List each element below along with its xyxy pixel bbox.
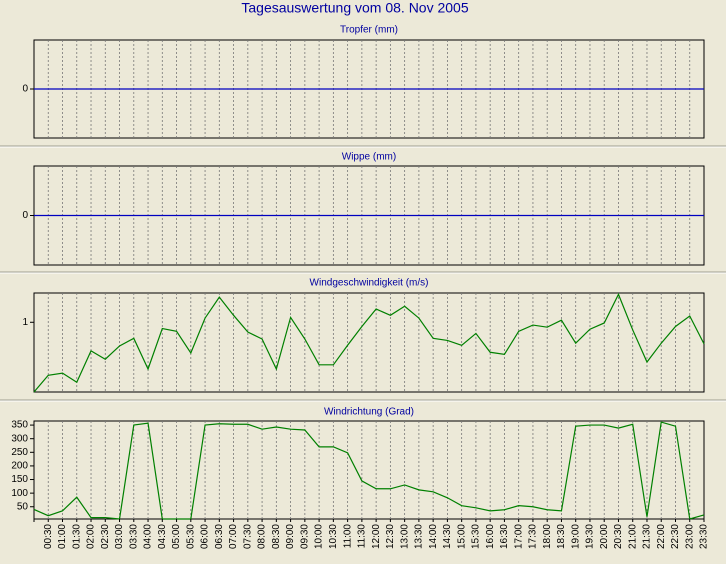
- x-tick-label: 22:00: [656, 524, 667, 549]
- x-tick-label: 03:00: [114, 524, 125, 549]
- x-tick-label: 12:30: [385, 524, 396, 549]
- x-tick-label: 02:00: [86, 524, 97, 549]
- x-tick-label: 00:30: [43, 524, 54, 549]
- panel-title: Wippe (mm): [342, 152, 396, 163]
- x-tick-label: 14:30: [442, 524, 453, 549]
- y-tick-label: 350: [11, 420, 28, 431]
- x-tick-label: 07:00: [228, 524, 239, 549]
- y-tick-label: 250: [11, 447, 28, 458]
- x-tick-label: 20:30: [613, 524, 624, 549]
- x-tick-label: 01:00: [57, 524, 68, 549]
- x-tick-label: 06:30: [214, 524, 225, 549]
- x-tick-label: 19:30: [585, 524, 596, 549]
- panel-title: Windgeschwindigkeit (m/s): [310, 278, 429, 289]
- plot-area: [33, 292, 705, 393]
- y-tick-label: 300: [11, 433, 28, 444]
- x-tick-label: 22:30: [670, 524, 681, 549]
- x-tick-label: 04:00: [143, 524, 154, 549]
- y-tick-label: 0: [22, 84, 28, 95]
- x-tick-label: 09:30: [299, 524, 310, 549]
- y-tick-label: 200: [11, 461, 28, 472]
- x-tick-label: 17:30: [528, 524, 539, 549]
- x-tick-label: 05:00: [171, 524, 182, 549]
- data-line: [33, 292, 705, 393]
- y-tick-label: 50: [17, 501, 29, 512]
- main-title: Tagesauswertung vom 08. Nov 2005: [241, 0, 468, 16]
- x-tick-label: 07:30: [242, 524, 253, 549]
- x-tick-label: 08:00: [257, 524, 268, 549]
- x-tick-label: 13:00: [399, 524, 410, 549]
- panel-title: Tropfer (mm): [340, 25, 398, 36]
- x-tick-label: 15:00: [456, 524, 467, 549]
- x-tick-label: 19:00: [570, 524, 581, 549]
- x-tick-label: 10:00: [314, 524, 325, 549]
- x-tick-label: 21:00: [627, 524, 638, 549]
- x-tick-label: 23:30: [699, 524, 710, 549]
- x-tick-label: 12:00: [371, 524, 382, 549]
- x-tick-label: 03:30: [128, 524, 139, 549]
- x-tick-label: 14:00: [428, 524, 439, 549]
- x-tick-label: 10:30: [328, 524, 339, 549]
- x-tick-label: 02:30: [100, 524, 111, 549]
- x-tick-label: 05:30: [185, 524, 196, 549]
- x-tick-label: 01:30: [71, 524, 82, 549]
- x-tick-label: 09:00: [285, 524, 296, 549]
- data-line: [33, 421, 705, 520]
- y-tick-label: 1: [22, 317, 28, 328]
- x-tick-label: 11:00: [342, 524, 353, 549]
- x-tick-label: 16:30: [499, 524, 510, 549]
- y-tick-label: 150: [11, 474, 28, 485]
- x-tick-label: 06:00: [200, 524, 211, 549]
- x-tick-label: 20:00: [599, 524, 610, 549]
- plot-area: [33, 420, 705, 520]
- y-tick-label: 0: [22, 210, 28, 221]
- x-tick-label: 16:00: [485, 524, 496, 549]
- panel-title: Windrichtung (Grad): [324, 407, 414, 418]
- x-tick-label: 13:30: [414, 524, 425, 549]
- x-tick-label: 23:00: [684, 524, 695, 549]
- x-tick-label: 18:30: [556, 524, 567, 549]
- y-tick-label: 100: [11, 488, 28, 499]
- x-tick-label: 18:00: [542, 524, 553, 549]
- x-tick-label: 17:00: [513, 524, 524, 549]
- x-tick-label: 21:30: [642, 524, 653, 549]
- x-tick-label: 11:30: [357, 524, 368, 549]
- x-tick-label: 04:30: [157, 524, 168, 549]
- x-tick-label: 15:30: [471, 524, 482, 549]
- x-tick-label: 08:30: [271, 524, 282, 549]
